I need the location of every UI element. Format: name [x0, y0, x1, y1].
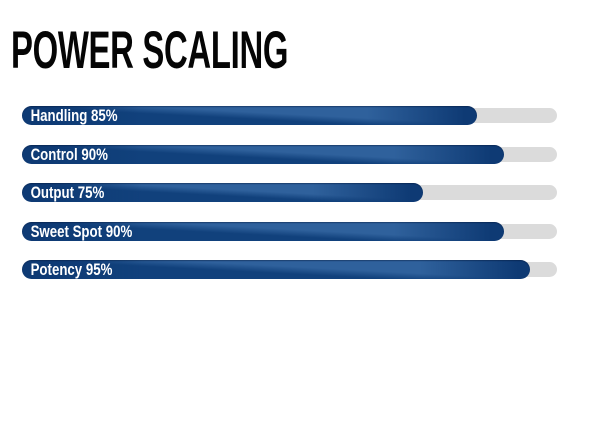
bar-fill-control: Control 90%: [22, 144, 504, 164]
bar-row-potency: Potency 95%: [22, 260, 557, 279]
bar-fill-handling: Handling 85%: [22, 106, 477, 125]
bar-label-control: Control 90%: [30, 144, 108, 164]
bar-label-output: Output 75%: [30, 183, 105, 202]
bar-row-output: Output 75%: [22, 183, 557, 202]
bar-row-control: Control 90%: [22, 144, 557, 164]
bar-row-handling: Handling 85%: [22, 106, 557, 125]
bar-fill-potency: Potency 95%: [22, 260, 531, 279]
bar-chart-area: Handling 85% Control 90% Output 75% Swee…: [22, 106, 557, 299]
bar-fill-output: Output 75%: [22, 183, 424, 202]
bar-row-sweet-spot: Sweet Spot 90%: [22, 221, 557, 241]
bar-label-sweet-spot: Sweet Spot 90%: [30, 221, 133, 241]
bar-fill-sweet-spot: Sweet Spot 90%: [22, 221, 504, 241]
bar-label-handling: Handling 85%: [30, 106, 118, 125]
bar-label-potency: Potency 95%: [30, 260, 113, 279]
chart-title: POWER SCALING: [11, 21, 289, 80]
